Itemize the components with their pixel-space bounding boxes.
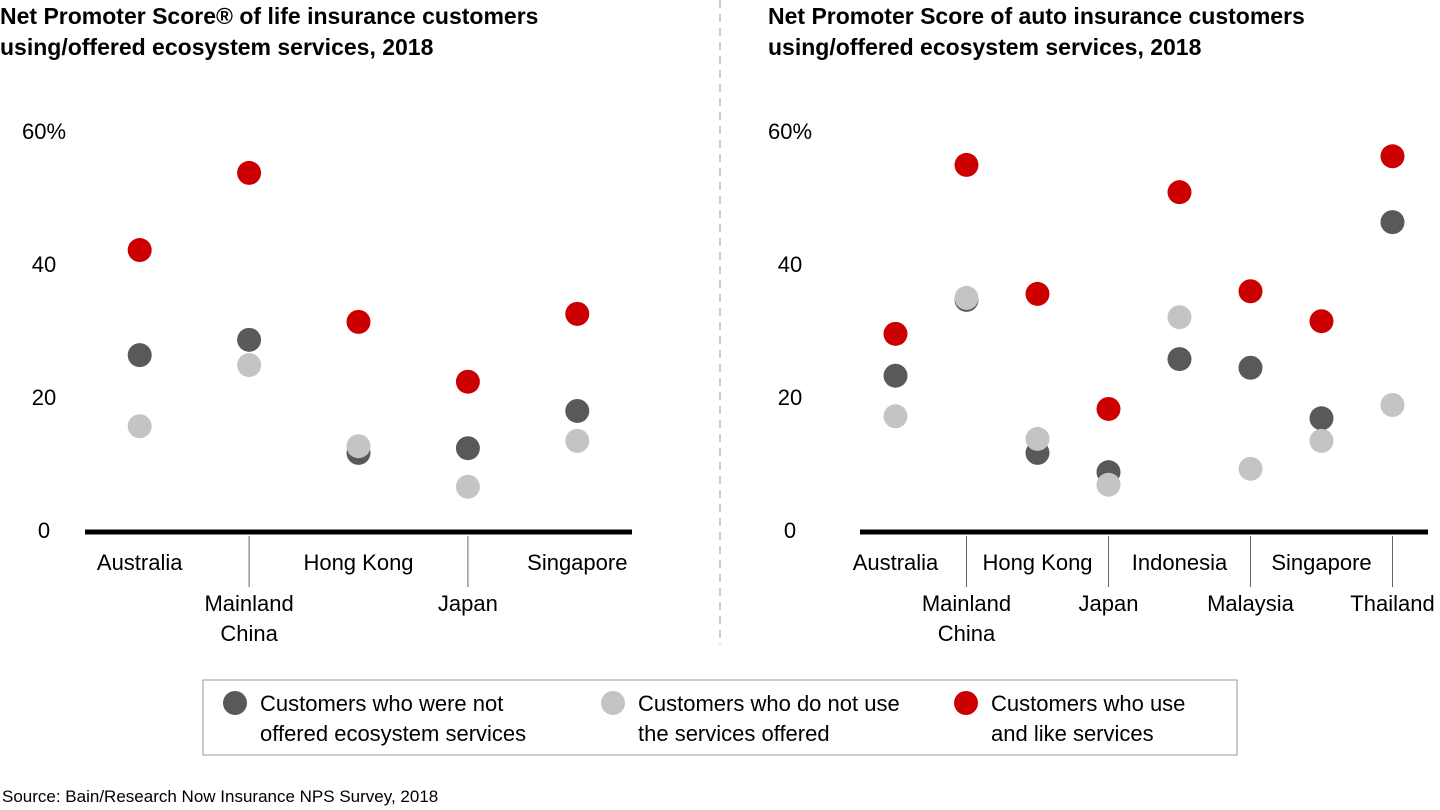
dot	[565, 301, 590, 326]
dot	[1309, 428, 1334, 453]
dot	[1309, 309, 1334, 334]
legend-box	[202, 679, 1238, 756]
dot	[1380, 392, 1405, 417]
dot	[346, 434, 371, 459]
chart-title: Net Promoter Score of auto insurance cus…	[768, 3, 1305, 60]
x-tick-label: Australia	[852, 550, 939, 575]
dot	[127, 343, 152, 368]
dot	[237, 353, 262, 378]
dot	[346, 309, 371, 334]
dot	[1096, 472, 1121, 497]
dot	[1025, 281, 1050, 306]
y-tick-label: 40	[31, 252, 57, 277]
dot	[954, 152, 979, 177]
legend-label: Customers who do not use the services of…	[638, 691, 900, 746]
dot	[1167, 347, 1192, 372]
dot	[1309, 406, 1334, 431]
x-tick-label: Indonesia	[1131, 550, 1228, 575]
dot	[127, 414, 152, 439]
x-tick-label: Mainland China	[921, 591, 1012, 646]
dot	[1380, 210, 1405, 235]
legend-marker	[223, 691, 247, 715]
dot	[127, 238, 152, 263]
dot	[883, 404, 908, 429]
dot	[1167, 180, 1192, 205]
dot	[1238, 279, 1263, 304]
dot	[883, 363, 908, 388]
dot	[455, 474, 480, 499]
dot	[455, 436, 480, 461]
chart-title: Net Promoter Score® of life insurance cu…	[0, 3, 539, 60]
y-tick-label: 0	[783, 518, 797, 543]
dot	[1025, 426, 1050, 451]
dot	[954, 285, 979, 310]
legend-label: Customers who use and like services	[991, 691, 1186, 746]
source: Source: Bain/Research Now Insurance NPS …	[2, 787, 439, 806]
x-tick-label: Thailand	[1350, 591, 1435, 616]
y-tick-label: 20	[31, 385, 57, 410]
x-tick-label: Japan	[1078, 591, 1139, 616]
legend-label: Customers who were not offered ecosystem…	[260, 691, 527, 746]
dot	[1167, 305, 1192, 330]
dot	[565, 428, 590, 453]
legend-marker	[601, 691, 625, 715]
legend-marker	[954, 691, 978, 715]
y-tick-label: 0	[37, 518, 51, 543]
y-tick-label: 40	[777, 252, 803, 277]
y-tick-label: 60%	[767, 119, 813, 144]
dot	[565, 398, 590, 423]
dot	[1238, 355, 1263, 380]
dot	[237, 160, 262, 185]
x-tick-label: Hong Kong	[982, 550, 1093, 575]
dot	[883, 321, 908, 346]
y-tick-label: 60%	[21, 119, 67, 144]
x-tick-label: Hong Kong	[303, 550, 414, 575]
x-tick-label: Japan	[437, 591, 498, 616]
dot	[237, 327, 262, 352]
dot	[455, 369, 480, 394]
x-tick-label: Singapore	[1271, 550, 1372, 575]
dot	[1238, 456, 1263, 481]
dot	[1380, 144, 1405, 169]
x-tick-label: Mainland China	[204, 591, 294, 646]
dot	[1096, 396, 1121, 421]
x-tick-label: Australia	[96, 550, 183, 575]
x-tick-label: Singapore	[527, 550, 628, 575]
y-tick-label: 20	[777, 385, 803, 410]
x-tick-label: Malaysia	[1207, 591, 1294, 616]
